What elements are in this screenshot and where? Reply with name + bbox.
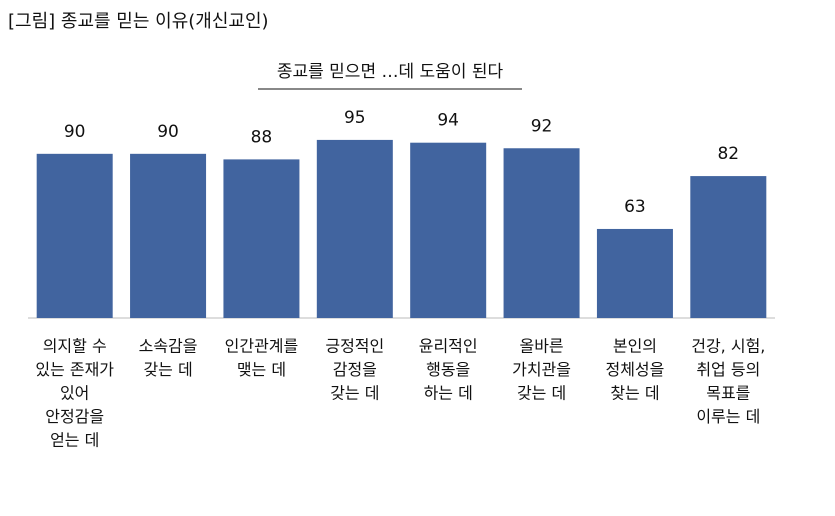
- value-label: 92: [531, 116, 553, 136]
- x-tick-label: 갖는 데: [143, 360, 192, 379]
- x-tick-label: 이루는 데: [696, 407, 760, 426]
- value-label: 82: [717, 144, 739, 164]
- x-tick-label: 있는 존재가: [35, 360, 114, 379]
- x-tick-label: 안정감을: [45, 407, 104, 426]
- bar: [690, 176, 767, 318]
- x-tick-label: 하는 데: [424, 384, 473, 403]
- x-tick-label: 갖는 데: [517, 384, 566, 403]
- x-tick-label: 취업 등의: [696, 360, 760, 379]
- value-label: 90: [64, 122, 86, 142]
- x-tick-label: 올바른: [519, 337, 563, 356]
- x-tick-label: 정체성을: [605, 360, 664, 379]
- bar: [130, 153, 207, 318]
- value-label: 95: [344, 108, 366, 128]
- x-tick-label: 있어: [60, 384, 89, 403]
- x-tick-label: 찾는 데: [610, 384, 659, 403]
- bar: [410, 142, 487, 318]
- value-label: 63: [624, 197, 646, 217]
- bar: [503, 148, 580, 318]
- bar: [223, 159, 300, 318]
- chart-subtitle: 종교를 믿으면 …데 도움이 된다: [277, 62, 504, 82]
- x-tick-label: 본인의: [613, 337, 657, 356]
- x-tick-label: 감정을: [333, 360, 377, 379]
- value-label: 88: [251, 127, 273, 147]
- x-tick-label: 얻는 데: [50, 431, 99, 450]
- value-label: 94: [437, 111, 459, 131]
- x-tick-label: 가치관을: [512, 360, 571, 379]
- x-tick-label: 맺는 데: [237, 360, 286, 379]
- x-tick-label: 의지할 수: [43, 337, 107, 356]
- bar: [316, 139, 393, 318]
- x-tick-label: 행동을: [426, 360, 470, 379]
- x-tick-label: 윤리적인: [419, 337, 478, 356]
- bar: [36, 153, 113, 318]
- x-tick-label: 긍정적인: [325, 337, 384, 356]
- x-tick-label: 건강, 시험,: [691, 337, 765, 356]
- x-tick-label: 인간관계를: [225, 337, 299, 356]
- chart-title: [그림] 종교를 믿는 이유(개신교인): [8, 11, 269, 32]
- bar: [596, 228, 673, 318]
- x-tick-label: 갖는 데: [330, 384, 379, 403]
- x-tick-label: 목표를: [706, 384, 750, 403]
- x-tick-label: 소속감을: [139, 337, 198, 356]
- value-label: 90: [157, 122, 179, 142]
